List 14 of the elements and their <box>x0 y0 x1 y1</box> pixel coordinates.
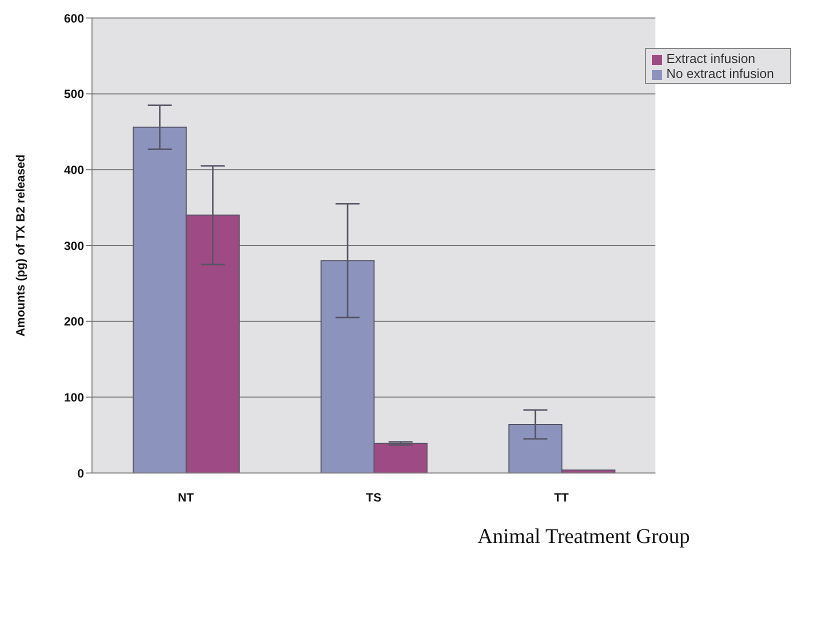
x-tick-label: NT <box>178 490 195 505</box>
y-axis-title: Amounts (pg) of TX B2 released <box>13 154 28 337</box>
legend-label: No extract infusion <box>666 66 774 81</box>
x-tick-label: TS <box>366 490 382 505</box>
y-tick-label: 300 <box>64 238 84 253</box>
x-tick-label: TT <box>554 490 570 505</box>
y-tick-label: 600 <box>64 11 84 26</box>
y-tick-label: 400 <box>64 162 84 177</box>
y-tick-label: 100 <box>64 390 84 404</box>
y-tick-label: 500 <box>64 87 84 102</box>
x-axis-title: Animal Treatment Group <box>478 524 690 548</box>
y-tick-label: 0 <box>77 466 84 480</box>
legend-label: Extract infusion <box>666 51 756 66</box>
y-tick-label: 200 <box>64 314 84 329</box>
